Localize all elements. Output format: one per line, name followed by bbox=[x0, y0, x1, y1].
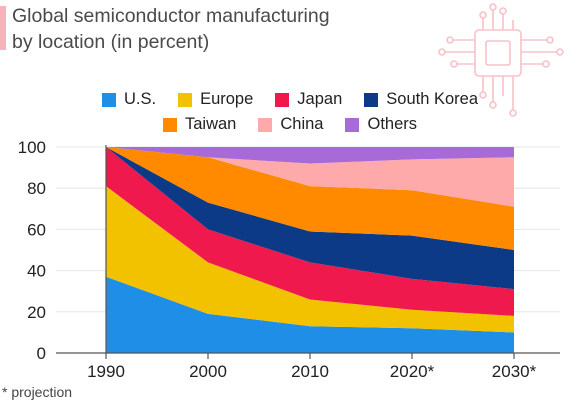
area-europe bbox=[106, 186, 514, 333]
legend-item-japan: Japan bbox=[275, 90, 342, 109]
x-tick-label: 2010 bbox=[291, 362, 329, 381]
x-tick-label: 1990 bbox=[87, 362, 125, 381]
legend-item-south-korea: South Korea bbox=[364, 90, 478, 109]
x-tick-label: 2030* bbox=[492, 362, 537, 381]
x-tick-label: 2000 bbox=[189, 362, 227, 381]
area-u-s bbox=[106, 276, 514, 353]
area-china bbox=[106, 147, 514, 207]
legend-label: China bbox=[280, 115, 324, 133]
chart-title-line-1: Global semiconductor manufacturing bbox=[12, 5, 330, 27]
legend-label: Taiwan bbox=[184, 115, 237, 133]
legend-label: South Korea bbox=[386, 90, 478, 108]
y-tick-label: 60 bbox=[27, 220, 46, 239]
legend-label: Others bbox=[367, 115, 418, 133]
legend-swatch bbox=[364, 92, 379, 107]
legend-label: U.S. bbox=[123, 90, 157, 108]
area-japan bbox=[106, 147, 514, 316]
y-tick-label: 100 bbox=[18, 138, 46, 157]
circuit-chip-icon bbox=[438, 3, 564, 117]
legend-swatch bbox=[178, 92, 193, 107]
legend-swatch bbox=[345, 117, 360, 132]
footnote: * projection bbox=[2, 384, 73, 400]
y-tick-label: 40 bbox=[27, 262, 46, 281]
y-tick-label: 80 bbox=[27, 179, 46, 198]
area-south-korea bbox=[106, 147, 514, 290]
legend-label: Japan bbox=[297, 90, 343, 108]
legend-item-europe: Europe bbox=[178, 90, 253, 109]
y-tick-label: 0 bbox=[37, 344, 46, 363]
chart-title-line-2: by location (in percent) bbox=[12, 31, 210, 53]
area-others bbox=[106, 147, 514, 164]
legend-swatch bbox=[162, 117, 177, 132]
chart-title: Global semiconductor manufacturing by lo… bbox=[12, 3, 392, 55]
y-tick-label: 20 bbox=[27, 303, 46, 322]
area-taiwan bbox=[106, 147, 514, 250]
legend-swatch bbox=[275, 92, 290, 107]
chart-legend: U.S. Europe Japan South Korea Taiwan China Oth… bbox=[60, 90, 520, 134]
x-tick-label: 2020* bbox=[390, 362, 435, 381]
legend-swatch bbox=[258, 117, 273, 132]
legend-item-china: China bbox=[258, 115, 323, 134]
legend-item-u-s: U.S. bbox=[101, 90, 157, 109]
legend-item-others: Others bbox=[345, 115, 417, 134]
legend-swatch bbox=[101, 92, 116, 107]
title-accent-bar bbox=[0, 6, 6, 50]
legend-label: Europe bbox=[200, 90, 254, 108]
legend-item-taiwan: Taiwan bbox=[162, 115, 237, 134]
